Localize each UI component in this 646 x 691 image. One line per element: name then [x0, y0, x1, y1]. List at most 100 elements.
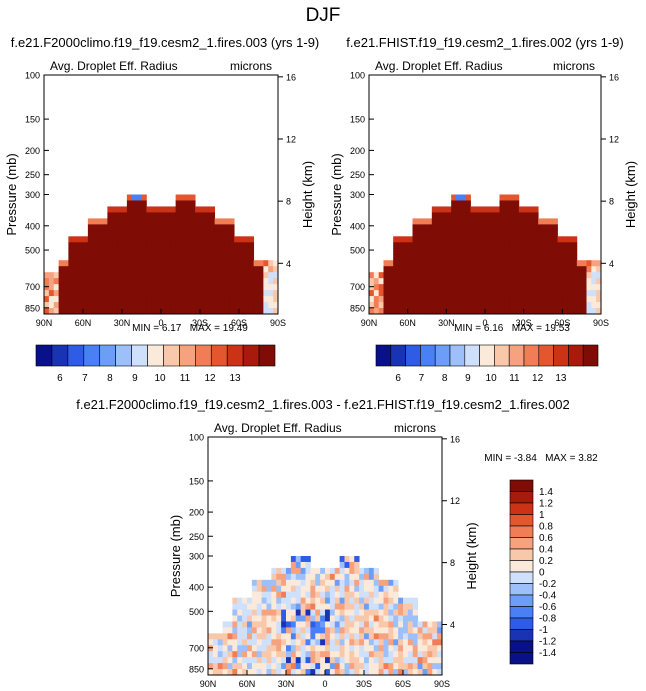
data-cell	[112, 296, 118, 303]
data-cell	[107, 290, 113, 297]
data-cell	[388, 579, 394, 587]
data-cell	[475, 284, 481, 291]
data-cell	[92, 266, 99, 273]
data-cell	[87, 278, 94, 285]
data-cell	[276, 609, 282, 616]
data-cell	[509, 224, 515, 231]
data-cell	[427, 284, 433, 291]
data-cell	[567, 236, 573, 243]
data-cell	[523, 278, 529, 285]
data-cell	[266, 585, 272, 593]
data-cell	[256, 603, 263, 610]
data-cell	[509, 194, 515, 201]
data-cell	[378, 302, 384, 309]
data-cell	[576, 308, 583, 315]
y-right-tick-label: 12	[286, 134, 296, 144]
data-cell	[465, 230, 471, 237]
data-cell	[242, 657, 248, 664]
data-cell	[78, 278, 84, 285]
data-cell	[547, 272, 554, 279]
data-cell	[126, 212, 133, 219]
data-cell	[281, 603, 287, 610]
data-cell	[224, 242, 230, 249]
data-cell	[248, 272, 255, 279]
data-cell	[422, 308, 428, 315]
data-cell	[224, 260, 230, 267]
data-cell	[320, 615, 326, 622]
data-cell	[431, 278, 438, 285]
data-cell	[494, 224, 500, 231]
data-cell	[190, 266, 196, 273]
data-cell	[248, 296, 255, 303]
data-cell	[552, 230, 558, 237]
data-cell	[504, 290, 510, 297]
data-cell	[538, 296, 544, 303]
data-cell	[398, 284, 404, 291]
data-cell	[300, 561, 306, 569]
data-cell	[417, 266, 423, 273]
data-cell	[248, 278, 255, 285]
data-cell	[562, 260, 568, 267]
data-cell	[489, 254, 496, 261]
data-cell	[344, 567, 350, 575]
data-cell	[465, 236, 471, 243]
data-cell	[290, 579, 297, 587]
data-cell	[441, 212, 447, 219]
data-cell	[354, 651, 360, 658]
data-cell	[237, 621, 243, 628]
data-cell	[141, 290, 147, 297]
data-cell	[209, 302, 216, 309]
data-cell	[402, 284, 409, 291]
data-cell	[295, 556, 302, 563]
data-cell	[131, 224, 138, 231]
data-cell	[349, 615, 355, 622]
data-cell	[256, 609, 263, 616]
data-cell	[195, 254, 201, 261]
data-cell	[485, 266, 491, 273]
data-cell	[329, 621, 336, 628]
data-cell	[388, 585, 394, 593]
data-cell	[126, 284, 133, 291]
data-cell	[232, 663, 238, 670]
data-cell	[126, 242, 133, 249]
data-cell	[63, 266, 69, 273]
data-cell	[576, 302, 583, 309]
data-cell	[412, 669, 419, 676]
data-cell	[242, 669, 248, 676]
data-cell	[543, 230, 549, 237]
data-cell	[229, 254, 235, 261]
data-cell	[87, 218, 94, 225]
data-cell	[243, 266, 250, 273]
data-cell	[68, 272, 74, 279]
data-cell	[112, 236, 118, 243]
data-cell	[547, 218, 554, 225]
data-cell	[329, 579, 336, 587]
y-tick-label: 400	[350, 221, 365, 231]
data-cell	[180, 206, 186, 213]
data-cell	[412, 296, 418, 303]
data-cell	[398, 236, 404, 243]
data-cell	[427, 224, 433, 231]
data-cell	[446, 260, 452, 267]
data-cell	[214, 266, 220, 273]
data-cell	[256, 663, 263, 670]
data-cell	[344, 591, 350, 599]
data-cell	[373, 284, 380, 291]
data-cell	[436, 290, 442, 297]
data-cell	[518, 278, 525, 285]
data-cell	[480, 236, 486, 243]
data-cell	[422, 278, 428, 285]
data-cell	[543, 278, 549, 285]
data-cell	[180, 248, 186, 255]
data-cell	[247, 597, 253, 604]
data-cell	[354, 669, 360, 676]
data-cell	[431, 260, 438, 267]
data-cell	[359, 579, 365, 587]
data-cell	[92, 236, 99, 243]
data-cell	[591, 296, 597, 303]
data-cell	[83, 254, 89, 261]
data-cell	[217, 633, 224, 640]
data-cell	[190, 284, 196, 291]
data-cell	[572, 266, 578, 273]
data-cell	[538, 218, 544, 225]
